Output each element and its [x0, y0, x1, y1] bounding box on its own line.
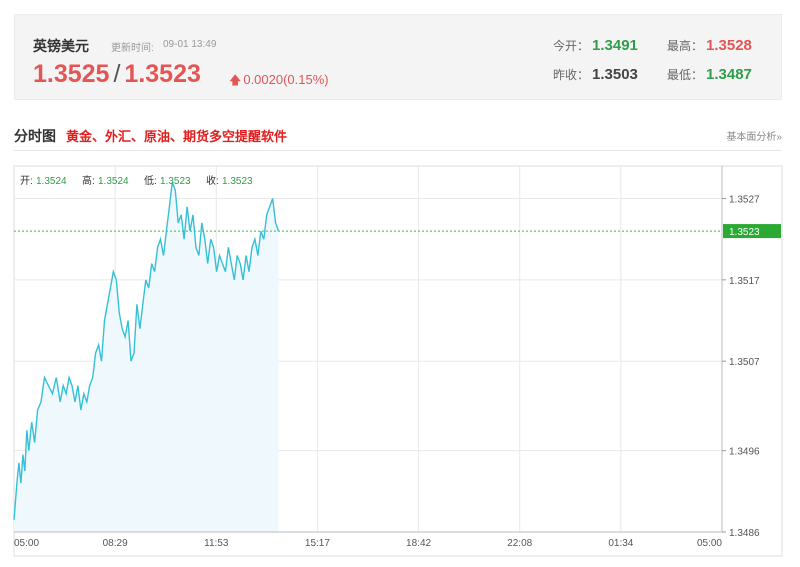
- stat-low: 最低： 1.3487: [667, 66, 752, 83]
- x-tick-label: 22:08: [507, 538, 532, 549]
- ohlc-low-value: 1.3523: [160, 176, 191, 187]
- x-tick-label: 05:00: [14, 538, 39, 549]
- ohlc-high-label: 高:: [82, 174, 95, 187]
- stat-open: 今开： 1.3491: [553, 37, 638, 54]
- ohlc-open-value: 1.3524: [36, 176, 67, 187]
- price-tag-bg: [723, 224, 781, 239]
- update-time-label: 更新时间:: [111, 43, 154, 54]
- arrow-up-icon: 🡅: [229, 73, 242, 87]
- ohlc-close-label: 收:: [206, 174, 219, 187]
- x-axis: 05:00 08:29 11:53 15:17 18:42 22:08 01:34 05:00: [14, 538, 722, 549]
- ohlc-close-value: 1.3523: [222, 176, 253, 187]
- y-tick-label: 1.3507: [729, 357, 760, 368]
- promo-link[interactable]: 黄金、外汇、原油、期货多空提醒软件: [66, 129, 288, 144]
- current-price-tag: 1.3523: [723, 224, 781, 239]
- y-tick-label: 1.3486: [729, 528, 760, 539]
- bid-ask-price: 1.3525/1.3523: [33, 60, 201, 89]
- price-change-value: 0.0020(0.15%): [243, 72, 329, 87]
- ohlc-readout: 开: 1.3524 高: 1.3524 低: 1.3523 收: 1.3523: [20, 174, 253, 187]
- stat-prev-close-value: 1.3503: [592, 66, 638, 83]
- stat-high-label: 最高：: [667, 39, 704, 53]
- stat-high-value: 1.3528: [706, 37, 752, 54]
- price-separator: /: [113, 60, 121, 88]
- x-tick-label: 05:00: [697, 538, 722, 549]
- x-tick-label: 11:53: [204, 538, 229, 549]
- y-axis: 1.3527 1.3517 1.3507 1.3496 1.3486: [722, 195, 760, 539]
- ohlc-low-label: 低:: [144, 174, 157, 187]
- section-title: 分时图: [14, 128, 56, 144]
- stat-low-value: 1.3487: [706, 66, 752, 83]
- x-tick-label: 18:42: [406, 538, 431, 549]
- stat-high: 最高： 1.3528: [667, 37, 752, 54]
- x-tick-label: 15:17: [305, 538, 330, 549]
- fundamental-analysis-link[interactable]: 基本面分析»: [726, 132, 782, 143]
- x-tick-label: 01:34: [608, 538, 633, 549]
- ohlc-open-label: 开:: [20, 176, 33, 187]
- price-change: 🡅 0.0020(0.15%): [229, 71, 329, 92]
- instrument-name: 英镑美元: [33, 38, 89, 54]
- x-tick-label: 08:29: [103, 538, 128, 549]
- ask-price: 1.3523: [124, 60, 201, 88]
- y-tick-label: 1.3517: [729, 276, 760, 287]
- stat-prev-close-label: 昨收：: [553, 68, 590, 82]
- y-tick-label: 1.3496: [729, 447, 760, 458]
- price-line: [13, 182, 280, 520]
- price-tag-label: 1.3523: [729, 227, 760, 238]
- stat-prev-close: 昨收： 1.3503: [553, 66, 638, 83]
- bid-price: 1.3525: [33, 60, 110, 88]
- ohlc-high-value: 1.3524: [98, 176, 129, 187]
- price-area: [14, 182, 279, 533]
- stat-open-label: 今开：: [553, 39, 590, 53]
- stat-low-label: 最低：: [667, 68, 704, 82]
- y-tick-label: 1.3527: [729, 195, 760, 206]
- update-time: 09-01 13:49: [163, 39, 217, 50]
- section-divider: [14, 150, 782, 151]
- stat-open-value: 1.3491: [592, 37, 638, 54]
- quote-panel: 英镑美元 更新时间: 09-01 13:49 1.3525/1.3523 🡅 0.…: [14, 14, 782, 100]
